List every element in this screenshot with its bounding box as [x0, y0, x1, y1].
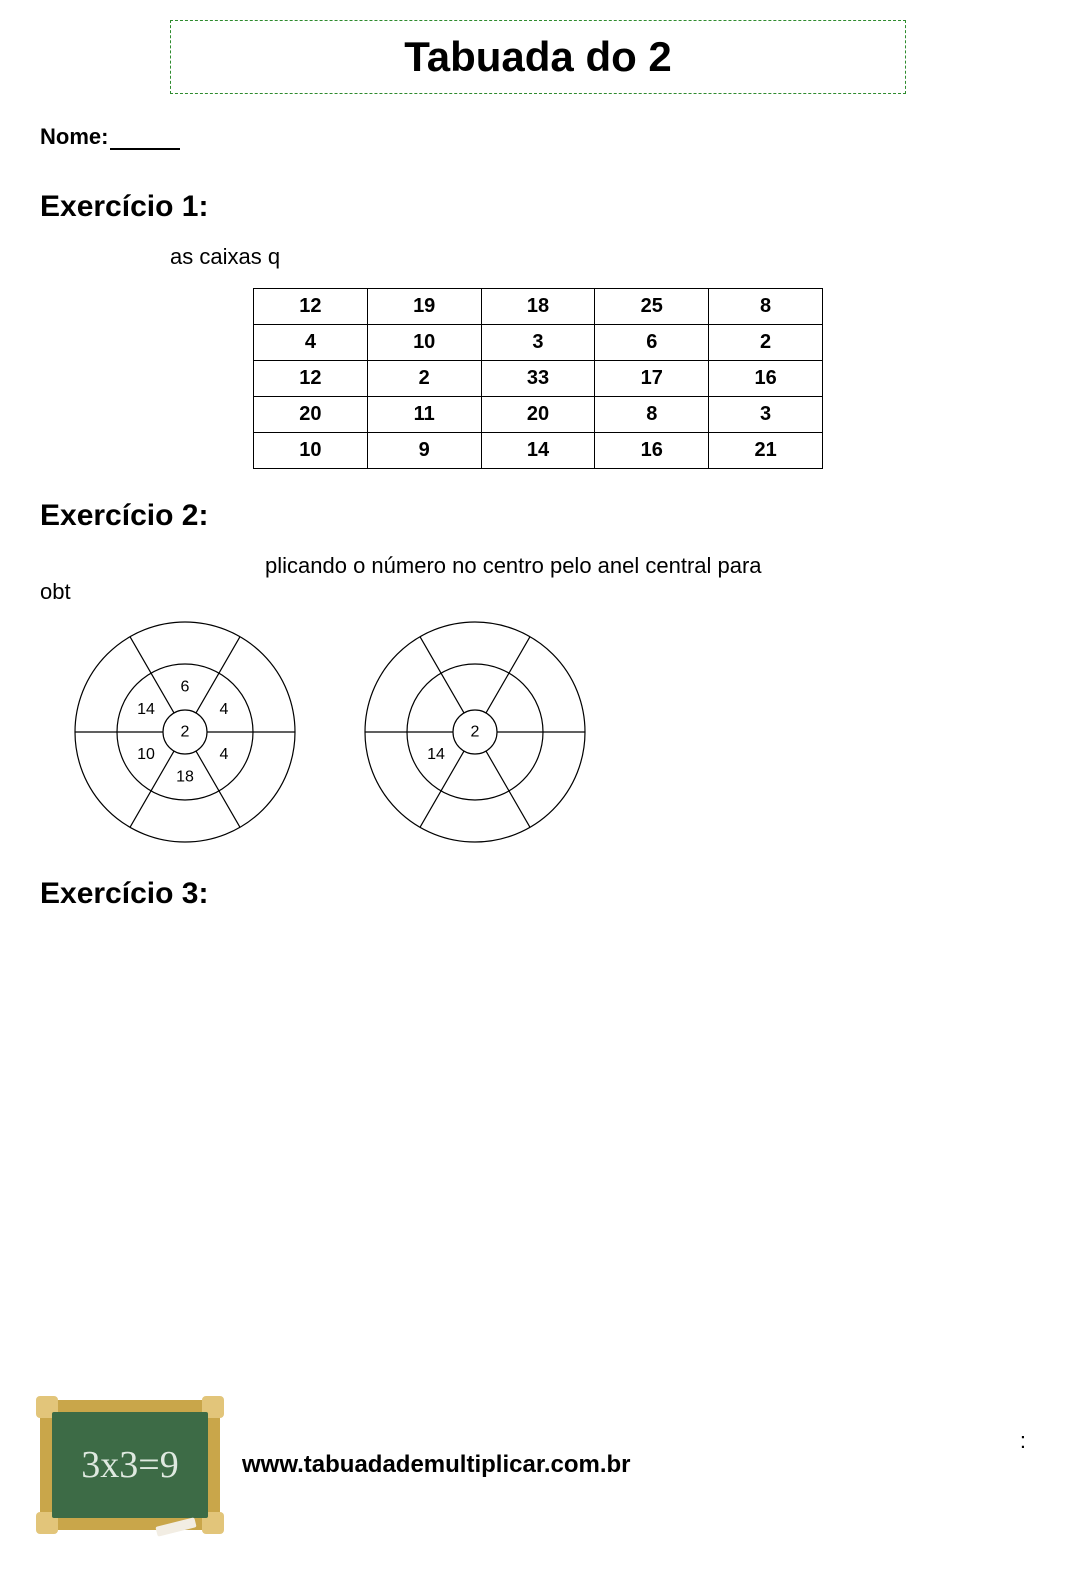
svg-text:14: 14 — [137, 701, 155, 718]
page-footer: 3x3=9 www.tabuadademultiplicar.com.br : — [40, 1400, 1036, 1530]
exercise-1-heading: Exercício 1: — [40, 190, 1036, 224]
table-cell: 3 — [481, 325, 595, 361]
chalkboard-text: 3x3=9 — [52, 1412, 208, 1518]
table-cell: 4 — [254, 325, 368, 361]
table-cell: 16 — [595, 433, 709, 469]
svg-text:4: 4 — [220, 746, 229, 763]
svg-text:6: 6 — [181, 679, 190, 696]
table-row: 410362 — [254, 325, 823, 361]
name-row: Nome: — [40, 124, 1036, 150]
svg-text:18: 18 — [176, 769, 194, 786]
table-row: 122331716 — [254, 361, 823, 397]
table-cell: 12 — [254, 289, 368, 325]
footer-trailing: : — [1020, 1428, 1026, 1454]
svg-text:2: 2 — [181, 724, 190, 741]
exercise-1-caption: as caixas q — [170, 244, 1036, 270]
svg-text:14: 14 — [427, 746, 445, 763]
table-cell: 20 — [254, 397, 368, 433]
exercise-2-caption-line2: obt — [40, 579, 71, 604]
table-cell: 14 — [481, 433, 595, 469]
exercise-1-table: 1219182584103621223317162011208310914162… — [253, 288, 823, 469]
svg-text:2: 2 — [471, 724, 480, 741]
multiplication-wheel-2: 2 14 — [360, 617, 590, 847]
table-cell: 19 — [367, 289, 481, 325]
table-cell: 16 — [709, 361, 823, 397]
chalkboard-icon: 3x3=9 — [40, 1400, 220, 1530]
svg-text:4: 4 — [220, 701, 229, 718]
multiplication-wheel-1: 2 4 4 18 10 14 6 — [70, 617, 300, 847]
exercise-3-heading: Exercício 3: — [40, 877, 1036, 911]
table-cell: 11 — [367, 397, 481, 433]
page-title: Tabuada do 2 — [171, 33, 905, 81]
table-cell: 33 — [481, 361, 595, 397]
table-cell: 17 — [595, 361, 709, 397]
table-cell: 8 — [595, 397, 709, 433]
footer-url: www.tabuadademultiplicar.com.br — [242, 1451, 631, 1479]
table-row: 20112083 — [254, 397, 823, 433]
table-cell: 10 — [254, 433, 368, 469]
table-cell: 21 — [709, 433, 823, 469]
exercise-2-caption: plicando o número no centro pelo anel ce… — [40, 553, 1036, 605]
table-cell: 9 — [367, 433, 481, 469]
table-cell: 12 — [254, 361, 368, 397]
table-cell: 6 — [595, 325, 709, 361]
table-cell: 3 — [709, 397, 823, 433]
table-cell: 10 — [367, 325, 481, 361]
table-row: 121918258 — [254, 289, 823, 325]
name-blank-line[interactable] — [110, 148, 180, 150]
page-title-box: Tabuada do 2 — [170, 20, 906, 94]
table-cell: 18 — [481, 289, 595, 325]
wheels-container: 2 4 4 18 10 14 6 2 14 — [70, 617, 1036, 847]
table-cell: 2 — [367, 361, 481, 397]
name-label: Nome: — [40, 124, 108, 149]
exercise-2-heading: Exercício 2: — [40, 499, 1036, 533]
table-cell: 2 — [709, 325, 823, 361]
table-cell: 20 — [481, 397, 595, 433]
svg-text:10: 10 — [137, 746, 155, 763]
exercise-2-caption-line1: plicando o número no centro pelo anel ce… — [265, 553, 1036, 579]
table-row: 109141621 — [254, 433, 823, 469]
table-cell: 8 — [709, 289, 823, 325]
table-cell: 25 — [595, 289, 709, 325]
